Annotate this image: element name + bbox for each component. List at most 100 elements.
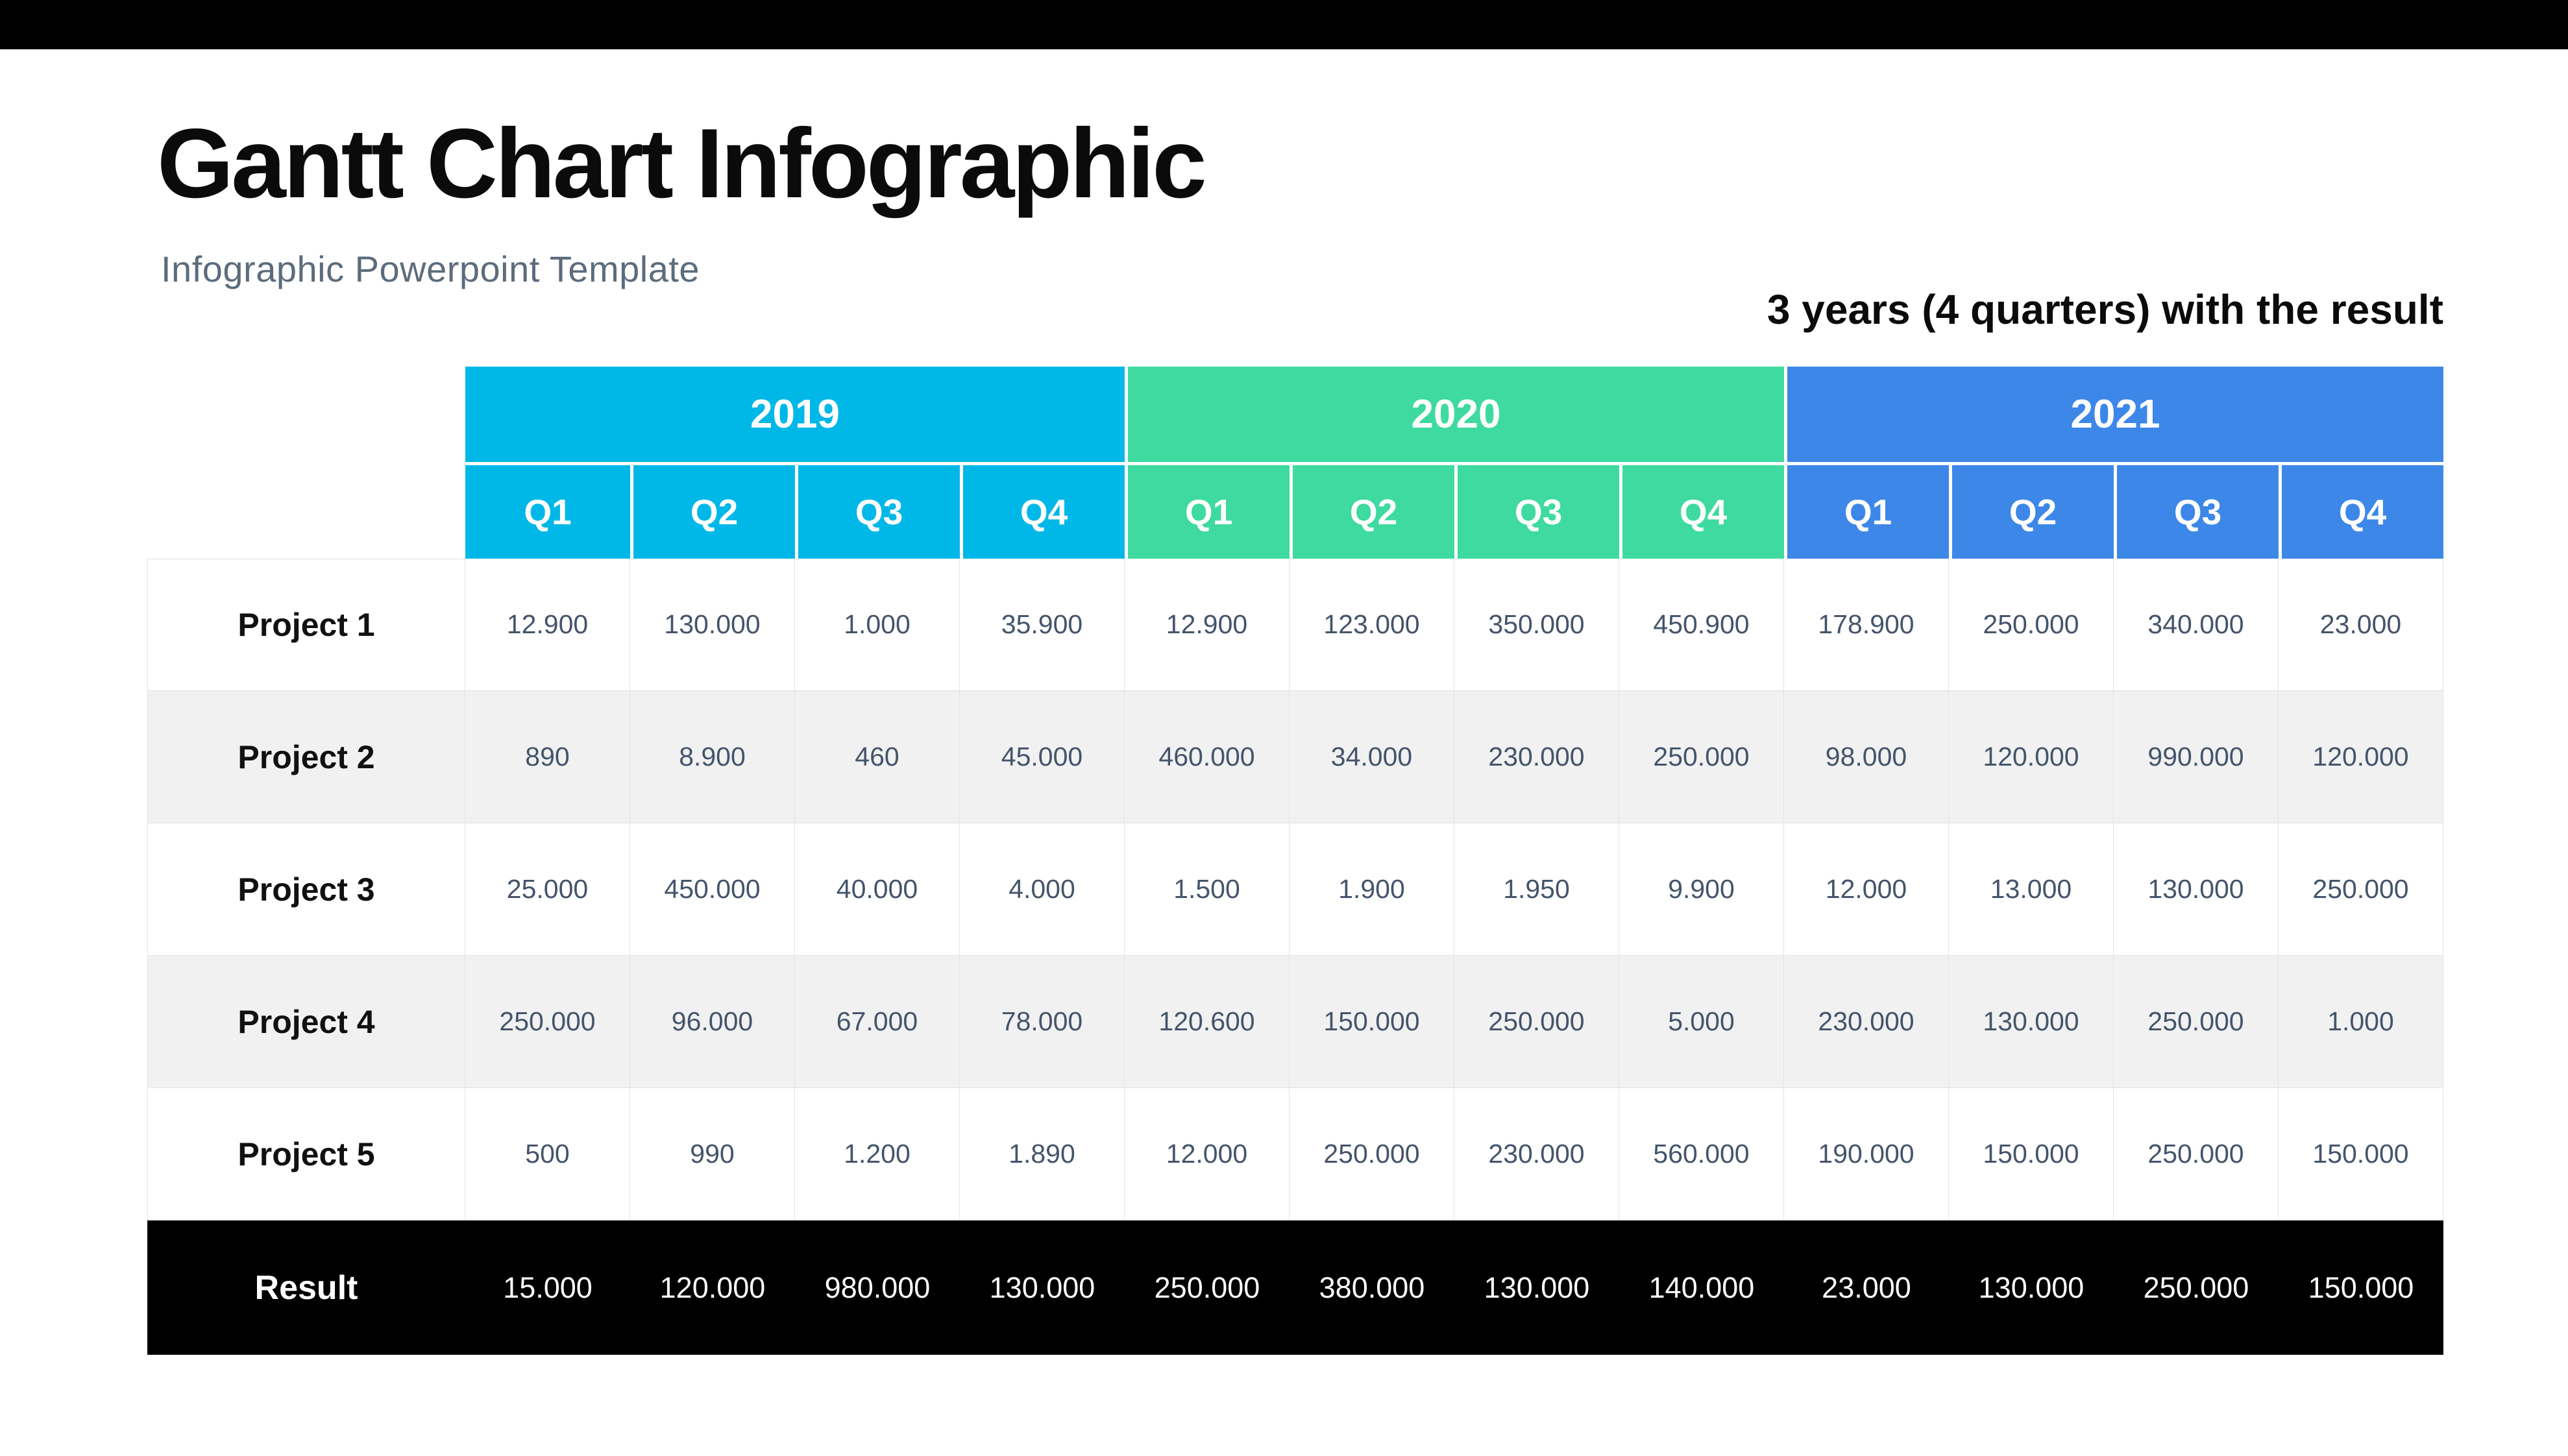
value-cell: 178.900: [1784, 559, 1949, 691]
value-cell: 250.000: [2114, 956, 2279, 1088]
value-cell: 350.000: [1454, 559, 1619, 691]
value-cell: 890: [465, 691, 630, 823]
value-cell: 78.000: [960, 956, 1125, 1088]
value-cell: 12.000: [1125, 1088, 1290, 1220]
value-cell: 130.000: [2114, 823, 2279, 956]
result-value-cell: 250.000: [2114, 1220, 2279, 1355]
result-value-cell: 130.000: [960, 1220, 1125, 1355]
result-value-cell: 130.000: [1454, 1220, 1619, 1355]
value-cell: 98.000: [1784, 691, 1949, 823]
value-cell: 25.000: [465, 823, 630, 956]
top-black-bar: [0, 0, 2568, 49]
value-cell: 96.000: [630, 956, 795, 1088]
value-cell: 1.200: [795, 1088, 960, 1220]
value-cell: 40.000: [795, 823, 960, 956]
value-cell: 9.900: [1619, 823, 1784, 956]
row-label-project-4: Project 4: [147, 956, 465, 1088]
row-label-project-5: Project 5: [147, 1088, 465, 1220]
value-cell: 450.900: [1619, 559, 1784, 691]
quarter-header-2021-q2: Q2: [1949, 465, 2114, 559]
value-cell: 12.900: [1125, 559, 1290, 691]
value-cell: 35.900: [960, 559, 1125, 691]
result-value-cell: 140.000: [1619, 1220, 1784, 1355]
value-cell: 120.600: [1125, 956, 1290, 1088]
result-value-cell: 250.000: [1125, 1220, 1290, 1355]
year-header-2019: 2019: [465, 367, 1125, 465]
value-cell: 230.000: [1454, 1088, 1619, 1220]
quarter-header-2019-q1: Q1: [465, 465, 630, 559]
value-cell: 123.000: [1290, 559, 1454, 691]
result-row-label: Result: [147, 1220, 465, 1355]
quarter-header-2020-q4: Q4: [1619, 465, 1784, 559]
value-cell: 460.000: [1125, 691, 1290, 823]
value-cell: 67.000: [795, 956, 960, 1088]
value-cell: 120.000: [2279, 691, 2443, 823]
value-cell: 34.000: [1290, 691, 1454, 823]
year-header-2021: 2021: [1784, 367, 2443, 465]
result-value-cell: 380.000: [1290, 1220, 1454, 1355]
quarter-header-2020-q2: Q2: [1290, 465, 1454, 559]
value-cell: 23.000: [2279, 559, 2443, 691]
value-cell: 120.000: [1949, 691, 2114, 823]
value-cell: 1.950: [1454, 823, 1619, 956]
value-cell: 500: [465, 1088, 630, 1220]
value-cell: 130.000: [1949, 956, 2114, 1088]
result-value-cell: 15.000: [465, 1220, 630, 1355]
chart-note: 3 years (4 quarters) with the result: [1767, 286, 2443, 333]
value-cell: 560.000: [1619, 1088, 1784, 1220]
value-cell: 5.000: [1619, 956, 1784, 1088]
value-cell: 1.000: [2279, 956, 2443, 1088]
value-cell: 230.000: [1454, 691, 1619, 823]
value-cell: 13.000: [1949, 823, 2114, 956]
value-cell: 250.000: [1454, 956, 1619, 1088]
value-cell: 150.000: [1949, 1088, 2114, 1220]
year-header-2020: 2020: [1125, 367, 1784, 465]
table-corner-spacer: [147, 367, 465, 465]
page-subtitle: Infographic Powerpoint Template: [161, 249, 700, 289]
value-cell: 250.000: [1619, 691, 1784, 823]
row-label-project-3: Project 3: [147, 823, 465, 956]
value-cell: 340.000: [2114, 559, 2279, 691]
value-cell: 230.000: [1784, 956, 1949, 1088]
row-label-project-2: Project 2: [147, 691, 465, 823]
quarter-header-2021-q3: Q3: [2114, 465, 2279, 559]
quarter-header-2020-q3: Q3: [1454, 465, 1619, 559]
quarter-header-2019-q2: Q2: [630, 465, 795, 559]
quarter-header-2020-q1: Q1: [1125, 465, 1290, 559]
result-value-cell: 23.000: [1784, 1220, 1949, 1355]
value-cell: 4.000: [960, 823, 1125, 956]
value-cell: 130.000: [630, 559, 795, 691]
value-cell: 990.000: [2114, 691, 2279, 823]
value-cell: 250.000: [2114, 1088, 2279, 1220]
value-cell: 450.000: [630, 823, 795, 956]
result-value-cell: 150.000: [2279, 1220, 2443, 1355]
row-label-project-1: Project 1: [147, 559, 465, 691]
value-cell: 460: [795, 691, 960, 823]
value-cell: 250.000: [1290, 1088, 1454, 1220]
value-cell: 1.890: [960, 1088, 1125, 1220]
value-cell: 8.900: [630, 691, 795, 823]
result-value-cell: 980.000: [795, 1220, 960, 1355]
value-cell: 150.000: [2279, 1088, 2443, 1220]
result-value-cell: 130.000: [1949, 1220, 2114, 1355]
value-cell: 12.000: [1784, 823, 1949, 956]
gantt-table: 2019 2020 2021 Q1 Q2 Q3 Q4 Q1 Q2 Q3 Q4 Q1 Q2 Q3 Q4 Proj…: [147, 367, 2443, 1355]
result-value-cell: 120.000: [630, 1220, 795, 1355]
value-cell: 1.500: [1125, 823, 1290, 956]
value-cell: 1.000: [795, 559, 960, 691]
quarter-header-2019-q4: Q4: [960, 465, 1125, 559]
page-title: Gantt Chart Infographic: [157, 108, 1207, 219]
value-cell: 250.000: [465, 956, 630, 1088]
value-cell: 150.000: [1290, 956, 1454, 1088]
table-corner-spacer: [147, 465, 465, 559]
value-cell: 1.900: [1290, 823, 1454, 956]
quarter-header-2021-q4: Q4: [2279, 465, 2443, 559]
value-cell: 12.900: [465, 559, 630, 691]
value-cell: 250.000: [1949, 559, 2114, 691]
quarter-header-2019-q3: Q3: [795, 465, 960, 559]
value-cell: 990: [630, 1088, 795, 1220]
value-cell: 45.000: [960, 691, 1125, 823]
value-cell: 190.000: [1784, 1088, 1949, 1220]
quarter-header-2021-q1: Q1: [1784, 465, 1949, 559]
